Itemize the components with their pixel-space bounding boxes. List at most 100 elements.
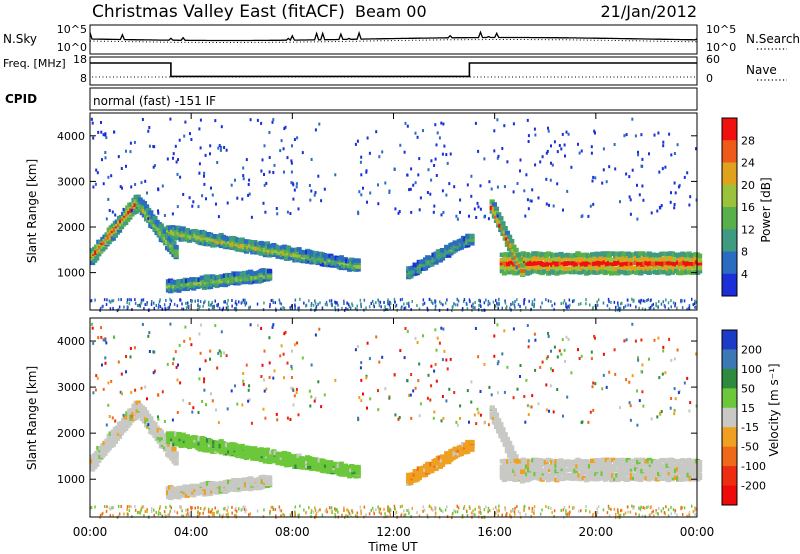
power-cell <box>356 139 359 143</box>
velocity-cell <box>501 352 504 356</box>
power-cell <box>478 307 480 311</box>
power-cell <box>296 136 299 140</box>
power-cell <box>483 215 486 219</box>
velocity-cell <box>173 454 179 460</box>
velocity-cell <box>423 472 429 477</box>
power-cell <box>560 264 566 269</box>
power-cell <box>90 299 93 303</box>
power-cell <box>531 188 534 192</box>
power-cell <box>125 217 131 223</box>
power-cell <box>243 301 246 305</box>
power-cell <box>227 305 229 309</box>
power-cell <box>92 185 95 189</box>
power-cell <box>103 298 106 302</box>
power-cell <box>697 261 703 266</box>
power-cell <box>100 121 102 124</box>
velocity-cell <box>157 417 160 421</box>
velocity-cell <box>103 505 106 508</box>
velocity-cell <box>144 410 150 415</box>
velocity-cell <box>111 416 114 420</box>
velocity-cell <box>279 354 282 358</box>
power-cell <box>272 298 274 302</box>
power-cell <box>241 300 243 304</box>
power-cell <box>308 184 311 187</box>
velocity-cell <box>314 506 316 510</box>
velocity-cell <box>567 338 570 341</box>
power-cell <box>506 160 509 164</box>
velocity-cell <box>468 505 471 509</box>
velocity-cell <box>665 477 671 483</box>
power-cell <box>126 298 129 302</box>
power-cell <box>290 159 293 163</box>
velocity-cell <box>434 328 437 332</box>
velocity-cell <box>676 513 678 517</box>
power-cell <box>634 134 637 138</box>
velocity-cell <box>249 323 252 327</box>
velocity-cell <box>591 514 594 518</box>
velocity-cell <box>203 508 205 512</box>
power-cell <box>404 306 407 310</box>
power-cell <box>517 303 520 307</box>
velocity-cell <box>553 509 556 513</box>
power-cell <box>608 300 610 304</box>
power-cell <box>166 157 169 161</box>
power-cell <box>504 301 507 305</box>
power-cell <box>401 297 404 301</box>
velocity-cell <box>627 510 629 514</box>
velocity-cell <box>308 506 310 510</box>
velocity-cell <box>247 388 250 392</box>
power-cell <box>551 304 553 308</box>
velocity-cell <box>318 327 321 331</box>
power-cell <box>148 144 151 148</box>
power-cell <box>111 299 113 303</box>
velocity-cell <box>440 509 442 512</box>
power-cell <box>526 118 529 122</box>
velocity-cell <box>564 359 566 363</box>
power-cell <box>324 302 327 306</box>
power-cell <box>217 304 219 308</box>
velocity-cell <box>173 509 176 513</box>
power-cell <box>188 196 191 200</box>
velocity-cell <box>114 419 117 423</box>
power-cell <box>309 198 312 202</box>
velocity-cell <box>477 411 480 415</box>
velocity-cell <box>170 506 173 510</box>
velocity-cell <box>469 507 471 510</box>
power-cell <box>207 303 210 307</box>
power-cell <box>334 300 337 304</box>
power-cell <box>256 118 259 122</box>
power-cell <box>558 144 561 147</box>
velocity-cell <box>384 512 386 516</box>
velocity-cell <box>153 369 156 373</box>
power-cell <box>650 211 653 215</box>
power-cell <box>470 304 473 308</box>
velocity-cell <box>497 510 499 514</box>
power-cell <box>632 299 635 303</box>
velocity-cell <box>556 388 559 391</box>
velocity-cell <box>245 363 248 367</box>
velocity-cell <box>671 473 677 478</box>
power-cell <box>440 121 443 125</box>
power-cell <box>680 298 682 302</box>
power-cell <box>565 305 567 309</box>
power-cell <box>111 210 114 214</box>
power-cell <box>282 147 285 151</box>
power-cell <box>169 302 171 306</box>
velocity-cell <box>265 387 268 391</box>
power-cell <box>360 305 362 309</box>
velocity-cell <box>141 323 144 326</box>
power-cell <box>170 299 173 303</box>
power-cell <box>613 300 616 304</box>
power-cell <box>686 307 688 311</box>
power-cell <box>334 300 336 304</box>
velocity-cell <box>373 512 375 516</box>
velocity-cell <box>248 384 251 388</box>
velocity-cell <box>107 403 110 407</box>
velocity-cell <box>176 411 179 414</box>
power-cell <box>208 300 210 304</box>
power-cell <box>638 306 640 310</box>
power-cell <box>547 299 550 303</box>
velocity-cell <box>152 422 158 427</box>
